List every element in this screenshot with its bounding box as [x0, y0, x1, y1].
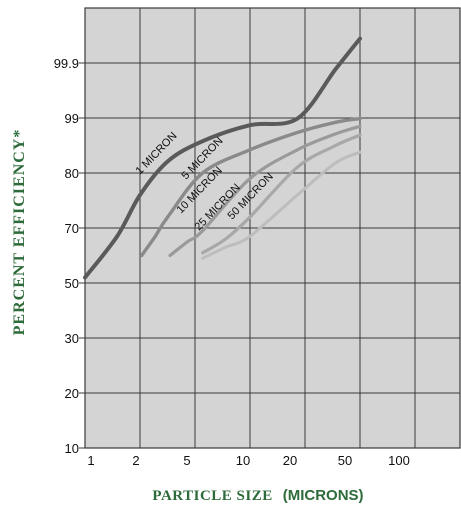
- curves: [83, 36, 362, 280]
- y-tick-label: 50: [65, 276, 79, 291]
- y-tick-label: 70: [65, 221, 79, 236]
- curve-25-micron: [201, 133, 362, 255]
- plot-area: [79, 7, 461, 449]
- x-tick-label: 50: [338, 453, 352, 468]
- curve-10-micron: [168, 124, 362, 258]
- curve-1-micron: [83, 36, 362, 280]
- curve-5-micron: [140, 116, 362, 258]
- y-tick-label: 99.9: [54, 56, 79, 71]
- x-axis-label-main: PARTICLE SIZE: [152, 488, 272, 504]
- x-axis-label-unit: (MICRONS): [283, 487, 364, 504]
- y-tick-label: 20: [65, 386, 79, 401]
- y-axis-label: PERCENT EFFICIENCY*: [11, 129, 28, 336]
- x-tick-label: 10: [236, 453, 250, 468]
- curve-50-micron: [201, 150, 362, 260]
- y-tick-label: 80: [65, 166, 79, 181]
- x-tick-label: 100: [388, 453, 410, 468]
- y-tick-label: 30: [65, 331, 79, 346]
- tick-labels: 1 2 5 10 20 50 100 10 20 30 50 70 80 99 99.9: [54, 56, 410, 468]
- x-tick-label: 20: [283, 453, 297, 468]
- y-tick-label: 99: [65, 111, 79, 126]
- x-tick-label: 2: [132, 453, 139, 468]
- x-axis-label: PARTICLE SIZE (MICRONS): [152, 487, 363, 504]
- x-tick-label: 1: [87, 453, 94, 468]
- y-tick-label: 10: [65, 441, 79, 456]
- x-tick-label: 5: [183, 453, 190, 468]
